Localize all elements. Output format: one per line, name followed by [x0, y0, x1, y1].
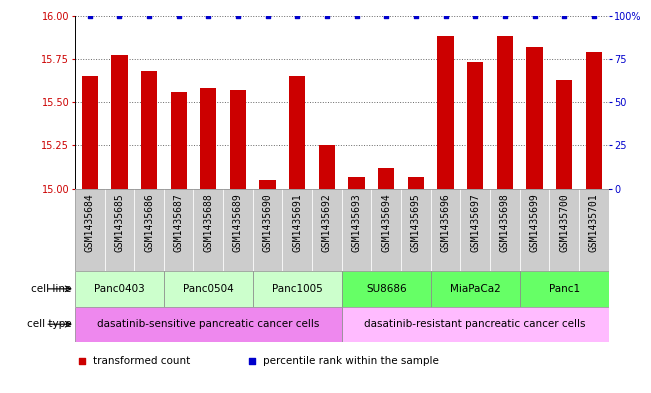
Point: [559, 13, 570, 19]
Bar: [193, 189, 223, 271]
Bar: [549, 189, 579, 271]
Bar: [200, 88, 217, 189]
Text: GSM1435689: GSM1435689: [233, 193, 243, 252]
Bar: [519, 189, 549, 271]
Text: GSM1435701: GSM1435701: [589, 193, 599, 252]
Text: GSM1435684: GSM1435684: [85, 193, 94, 252]
Bar: [460, 189, 490, 271]
Bar: [134, 189, 164, 271]
Bar: [164, 189, 193, 271]
Bar: [283, 189, 312, 271]
Point: [85, 13, 95, 19]
Text: GSM1435698: GSM1435698: [500, 193, 510, 252]
Bar: [348, 176, 365, 189]
Text: GSM1435696: GSM1435696: [441, 193, 450, 252]
Bar: [437, 37, 454, 189]
Bar: [401, 189, 431, 271]
Bar: [579, 189, 609, 271]
Bar: [223, 189, 253, 271]
Bar: [519, 271, 609, 307]
Text: GSM1435695: GSM1435695: [411, 193, 421, 252]
Text: GSM1435694: GSM1435694: [381, 193, 391, 252]
Text: GSM1435693: GSM1435693: [352, 193, 361, 252]
Bar: [490, 189, 519, 271]
Point: [440, 13, 450, 19]
Text: GSM1435688: GSM1435688: [203, 193, 214, 252]
Text: GSM1435700: GSM1435700: [559, 193, 569, 252]
Bar: [312, 189, 342, 271]
Bar: [105, 189, 134, 271]
Bar: [75, 307, 342, 342]
Bar: [81, 76, 98, 189]
Text: Panc1: Panc1: [549, 284, 580, 294]
Bar: [289, 76, 305, 189]
Bar: [342, 189, 372, 271]
Bar: [408, 176, 424, 189]
Bar: [164, 271, 253, 307]
Text: cell type: cell type: [27, 319, 72, 329]
Point: [233, 13, 243, 19]
Text: Panc1005: Panc1005: [272, 284, 323, 294]
Point: [381, 13, 391, 19]
Point: [411, 13, 421, 19]
Text: percentile rank within the sample: percentile rank within the sample: [263, 356, 439, 366]
Point: [292, 13, 303, 19]
Bar: [141, 71, 157, 189]
Bar: [431, 189, 460, 271]
Text: GSM1435687: GSM1435687: [174, 193, 184, 252]
Text: GSM1435699: GSM1435699: [529, 193, 540, 252]
Point: [144, 13, 154, 19]
Point: [500, 13, 510, 19]
Point: [470, 13, 480, 19]
Text: GSM1435685: GSM1435685: [115, 193, 124, 252]
Bar: [556, 80, 572, 189]
Text: GSM1435686: GSM1435686: [144, 193, 154, 252]
Point: [203, 13, 214, 19]
Bar: [467, 62, 484, 189]
Bar: [253, 271, 342, 307]
Bar: [497, 37, 513, 189]
Bar: [230, 90, 246, 189]
Bar: [378, 168, 395, 189]
Text: cell line: cell line: [31, 284, 72, 294]
Text: Panc0504: Panc0504: [183, 284, 234, 294]
Text: dasatinib-resistant pancreatic cancer cells: dasatinib-resistant pancreatic cancer ce…: [365, 319, 586, 329]
Text: GSM1435692: GSM1435692: [322, 193, 332, 252]
Bar: [586, 52, 602, 189]
Point: [322, 13, 332, 19]
Bar: [431, 271, 519, 307]
Text: Panc0403: Panc0403: [94, 284, 145, 294]
Bar: [75, 271, 164, 307]
Bar: [527, 47, 543, 189]
Text: GSM1435691: GSM1435691: [292, 193, 302, 252]
Text: SU8686: SU8686: [366, 284, 407, 294]
Point: [352, 13, 362, 19]
Bar: [171, 92, 187, 189]
Bar: [342, 271, 431, 307]
Bar: [75, 189, 105, 271]
Text: MiaPaCa2: MiaPaCa2: [450, 284, 501, 294]
Bar: [372, 189, 401, 271]
Point: [173, 13, 184, 19]
Text: GSM1435690: GSM1435690: [262, 193, 273, 252]
Bar: [342, 307, 609, 342]
Bar: [111, 55, 128, 189]
Point: [589, 13, 599, 19]
Text: dasatinib-sensitive pancreatic cancer cells: dasatinib-sensitive pancreatic cancer ce…: [97, 319, 320, 329]
Bar: [319, 145, 335, 189]
Point: [529, 13, 540, 19]
Text: GSM1435697: GSM1435697: [470, 193, 480, 252]
Point: [262, 13, 273, 19]
Text: transformed count: transformed count: [93, 356, 191, 366]
Bar: [260, 180, 276, 189]
Point: [114, 13, 124, 19]
Bar: [253, 189, 283, 271]
